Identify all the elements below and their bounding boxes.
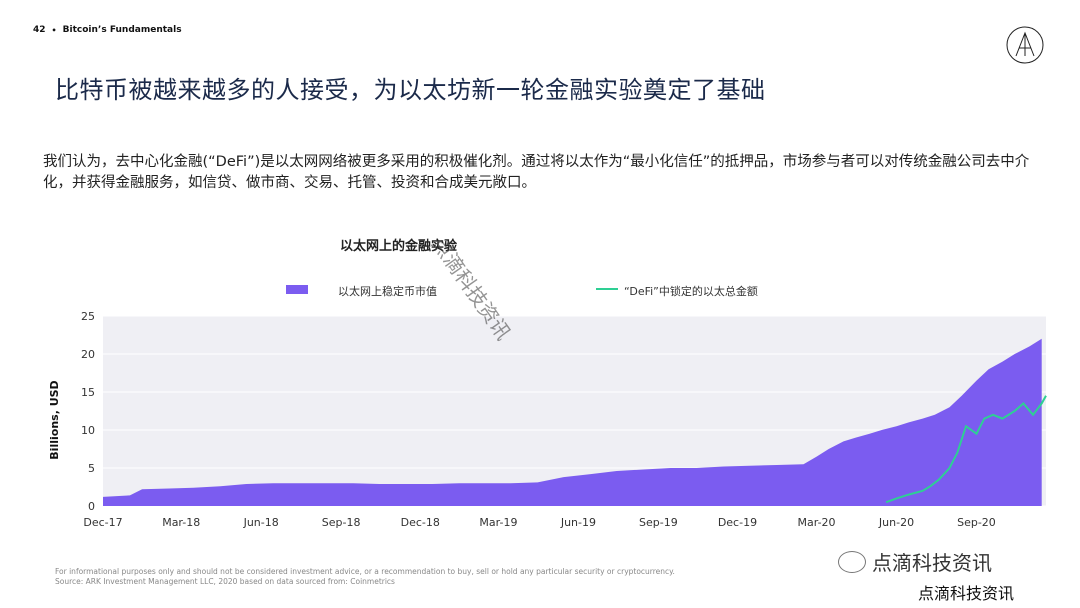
ark-logo-icon	[1006, 26, 1044, 64]
x-tick-label: Dec-19	[718, 516, 757, 529]
disclaimer-footer: For informational purposes only and shou…	[55, 567, 675, 587]
legend-label-defi: “DeFi”中锁定的以太总金额	[624, 285, 758, 298]
watermark-badge-text: 点滴科技资讯	[872, 551, 992, 575]
section-name: Bitcoin’s Fundamentals	[62, 25, 182, 35]
x-tick-label: Dec-18	[401, 516, 440, 529]
x-tick-label: Mar-20	[798, 516, 836, 529]
x-tick-label: Sep-18	[322, 516, 361, 529]
y-tick-label: 25	[81, 310, 95, 323]
y-tick-label: 20	[81, 348, 95, 361]
watermark-badge: 点滴科技资讯	[838, 547, 992, 576]
page-number: 42	[33, 25, 46, 35]
x-tick-label: Jun-18	[243, 516, 279, 529]
y-tick-label: 15	[81, 386, 95, 399]
x-tick-label: Sep-19	[639, 516, 678, 529]
legend-swatch-stablecoin	[286, 285, 308, 294]
chart-legend: 以太网上稳定币市值 “DeFi”中锁定的以太总金额	[286, 282, 886, 302]
body-paragraph: 我们认为，去中心化金融(“DeFi”)是以太网网络被更多采用的积极催化剂。通过将…	[43, 154, 1030, 191]
chart-title: 以太网上的金融实验	[340, 239, 458, 254]
x-tick-label: Mar-18	[162, 516, 200, 529]
x-tick-label: Sep-20	[957, 516, 996, 529]
x-tick-label: Jun-20	[878, 516, 914, 529]
source-line: Source: ARK Investment Management LLC, 2…	[55, 577, 395, 586]
x-tick-label: Mar-19	[479, 516, 517, 529]
header-separator: •	[51, 25, 57, 35]
disclaimer-line: For informational purposes only and shou…	[55, 567, 675, 576]
page-title: 比特币被越来越多的人接受，为以太坊新一轮金融实验奠定了基础	[55, 76, 766, 104]
y-tick-label: 0	[88, 500, 95, 513]
page-header: 42 • Bitcoin’s Fundamentals	[33, 25, 182, 35]
stablecoin-area	[103, 338, 1042, 506]
y-axis-label: Billions, USD	[48, 380, 61, 459]
wechat-icon	[838, 550, 866, 573]
y-tick-label: 5	[88, 462, 95, 475]
legend-label-stablecoin: 以太网上稳定币市值	[338, 285, 437, 298]
legend-swatch-defi	[596, 288, 618, 290]
defi-line	[885, 395, 1047, 504]
x-tick-label: Dec-17	[83, 516, 122, 529]
y-tick-label: 10	[81, 424, 95, 437]
watermark-bottom: 点滴科技资讯	[918, 584, 1015, 603]
x-tick-label: Jun-19	[560, 516, 596, 529]
